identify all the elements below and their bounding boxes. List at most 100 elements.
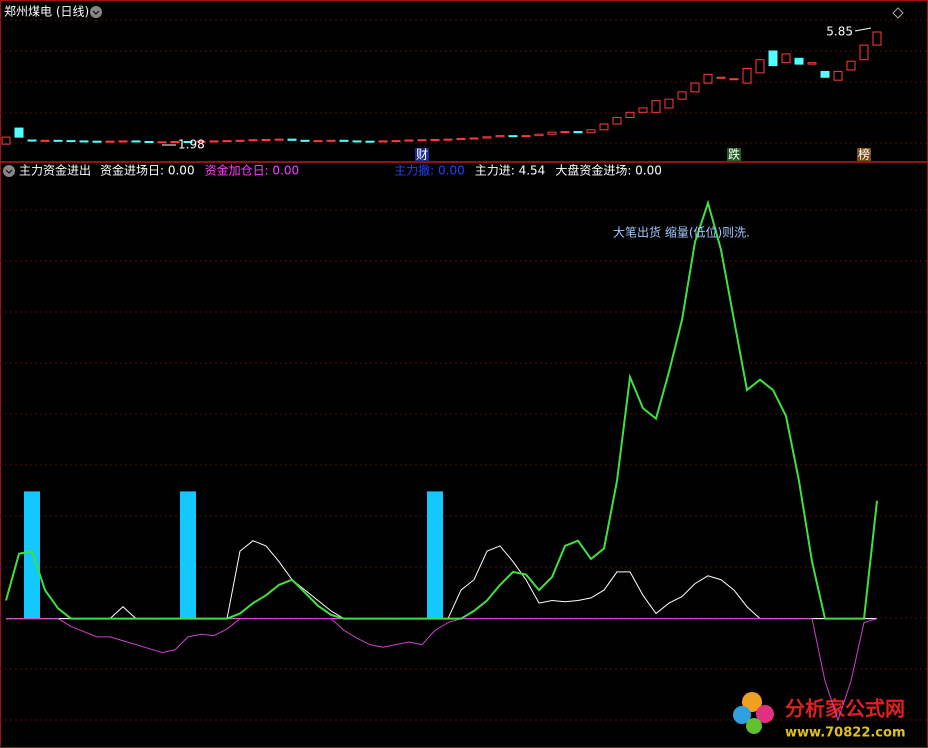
candle — [40, 139, 50, 142]
candle — [547, 131, 557, 135]
candle — [209, 140, 219, 143]
candle — [729, 78, 739, 81]
candle — [443, 138, 453, 141]
menu-icon[interactable] — [3, 165, 15, 177]
candle — [586, 129, 596, 134]
candle — [859, 44, 869, 61]
candle — [677, 91, 687, 100]
indicator-line — [5, 199, 878, 620]
logo-petal — [733, 706, 751, 724]
candle — [79, 140, 89, 143]
indicator-label: 资金加仓日: 0.00 — [205, 163, 300, 178]
candle — [469, 137, 479, 140]
candle — [378, 140, 388, 143]
watermark: 分析家公式网 www.70822.com — [733, 692, 906, 741]
candle — [573, 131, 583, 134]
event-marker: 跌 — [728, 147, 740, 162]
candle — [352, 140, 362, 143]
candle — [417, 139, 427, 142]
watermark-url: www.70822.com — [785, 726, 906, 741]
candle — [599, 123, 609, 131]
indicator-label: 主力撤: 0.00 — [394, 163, 465, 178]
candle — [196, 140, 206, 143]
menu-chevron — [5, 169, 13, 174]
candle — [664, 98, 674, 109]
candle — [1, 136, 11, 145]
candle — [690, 82, 700, 93]
logo-petal — [742, 692, 762, 712]
candle — [625, 111, 635, 119]
candle — [560, 131, 570, 134]
candle — [404, 139, 414, 142]
indicator-label: 大盘资金进场: 0.00 — [555, 163, 662, 178]
candle — [248, 139, 258, 142]
top-title: 郑州煤电 (日线) — [4, 4, 89, 19]
bar — [24, 491, 40, 619]
bottom-title: 主力资金进出 — [19, 163, 91, 178]
candle — [781, 53, 791, 64]
candle — [105, 140, 115, 143]
chart-annotation: 大笔出货 缩量(低位)则洗. — [613, 225, 750, 240]
candle — [274, 138, 284, 141]
event-marker-bg — [727, 148, 741, 161]
candle — [235, 139, 245, 142]
candle — [508, 135, 518, 138]
candle — [27, 139, 37, 142]
candle — [521, 135, 531, 138]
candle — [118, 140, 128, 143]
candle — [482, 136, 492, 139]
logo-petal — [756, 705, 774, 723]
menu-icon[interactable] — [90, 6, 102, 18]
candle — [66, 140, 76, 143]
candle — [157, 141, 167, 144]
candle — [365, 140, 375, 143]
price-annotation: 1.98 — [178, 138, 205, 152]
candle — [638, 107, 648, 113]
candle — [144, 140, 154, 143]
candle — [261, 138, 271, 141]
candle — [833, 70, 843, 81]
candle — [807, 62, 817, 65]
candle — [703, 73, 713, 84]
candle — [287, 138, 297, 141]
candle — [313, 140, 323, 143]
event-marker: 财 — [416, 148, 428, 162]
candle — [391, 140, 401, 143]
candle — [742, 67, 752, 84]
candle — [300, 139, 310, 142]
candle — [326, 139, 336, 142]
event-marker-bg — [857, 148, 871, 161]
candle — [768, 50, 778, 67]
candle — [92, 140, 102, 143]
diamond-icon[interactable] — [892, 7, 904, 19]
annotation-arrow — [854, 27, 872, 32]
candle — [846, 60, 856, 71]
candle — [755, 59, 765, 74]
event-marker: 榜 — [858, 147, 870, 162]
candle — [339, 139, 349, 142]
candle — [183, 140, 193, 143]
candle — [495, 135, 505, 138]
candle — [651, 100, 661, 113]
candle — [14, 127, 24, 138]
bar — [180, 491, 196, 619]
candle — [716, 76, 726, 79]
candle — [534, 133, 544, 137]
event-marker-bg — [415, 148, 429, 161]
candle — [820, 70, 830, 78]
candle — [131, 140, 141, 143]
menu-chevron — [92, 10, 100, 15]
candle — [53, 139, 63, 142]
logo-petal — [746, 718, 762, 734]
candle — [612, 117, 622, 125]
candle — [430, 138, 440, 141]
indicator-label: 资金进场日: 0.00 — [100, 163, 195, 178]
candle — [872, 31, 882, 46]
candle — [222, 140, 232, 143]
candle — [170, 140, 180, 143]
price-annotation: 5.85 — [826, 25, 853, 39]
candle — [456, 138, 466, 141]
bar — [427, 491, 443, 619]
